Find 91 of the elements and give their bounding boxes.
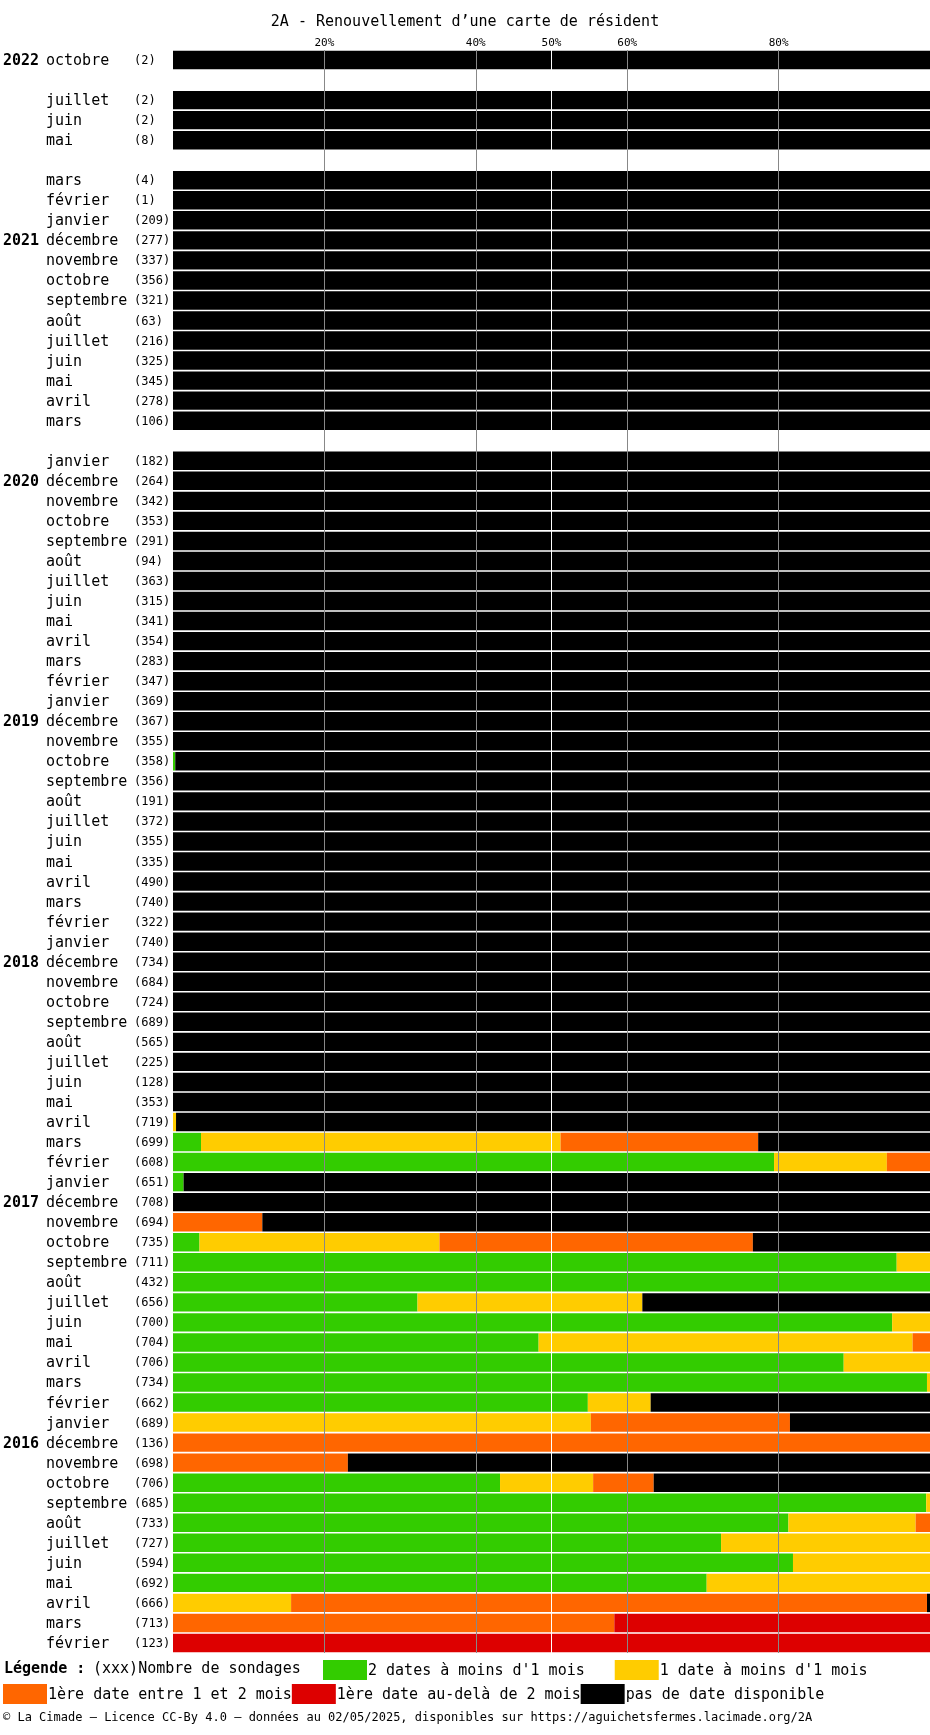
y-tick-label: 2018 décembre (734) [3,952,171,971]
legend-label: pas de date disponible [625,1685,825,1703]
category-label: juillet (372) [46,812,171,831]
legend-label: 1 date à moins d'1 mois [659,1661,868,1679]
y-tick-label: 2017 décembre (708) [3,1193,171,1212]
category-label: mars (699) [46,1133,171,1152]
category-label: juin (700) [46,1313,171,1332]
category-label: mars (4) [46,171,156,190]
category-label: octobre (353) [46,511,171,530]
category-label: avril (719) [46,1113,171,1132]
category-label: octobre (358) [46,752,171,771]
category-label: février (1) [46,191,156,210]
category-label: juillet (363) [46,571,171,590]
y-tick-label: novembre (698) [46,1453,171,1472]
y-tick-label: novembre (355) [46,732,171,751]
y-tick-label: 2019 décembre (367) [3,712,171,731]
legend-label: 1ère date entre 1 et 2 mois [48,1685,292,1703]
category-label: février (322) [46,912,171,931]
y-tick-label: 2020 décembre (264) [3,471,171,490]
y-tick-label: novembre (337) [46,251,171,270]
category-label: mai (8) [46,131,156,150]
category-label: octobre (735) [46,1233,171,1252]
category-label: mars (106) [46,411,171,430]
category-label: janvier (689) [46,1413,171,1432]
category-label: juillet (2) [46,91,156,110]
category-label: juin (594) [46,1553,171,1572]
category-label: juin (128) [46,1072,171,1091]
category-label: janvier (369) [46,692,171,711]
y-tick-label: septembre (689) [46,1012,171,1031]
category-label: 2022 octobre (2) [3,51,156,70]
category-label: janvier (740) [46,932,171,951]
category-label: juillet (225) [46,1052,171,1071]
legend-label: 1ère date au-delà de 2 mois [336,1685,581,1703]
category-label: juin (325) [46,351,171,370]
chart-title: 2A - Renouvellement d’une carte de résident [270,11,660,30]
category-label: août (733) [46,1513,171,1532]
category-label: avril (354) [46,632,171,651]
y-tick-label: novembre (694) [46,1213,171,1232]
category-label: février (608) [46,1153,171,1172]
category-label: juillet (656) [46,1293,171,1312]
category-label: février (123) [46,1633,171,1652]
category-label: avril (706) [46,1353,171,1372]
category-label: mars (283) [46,652,171,671]
category-label: janvier (651) [46,1173,171,1192]
category-label: janvier (209) [46,211,171,230]
category-label: mai (345) [46,371,171,390]
legend-label: 2 dates à moins d'1 mois [368,1661,585,1679]
category-label: avril (666) [46,1593,171,1612]
category-label: juillet (216) [46,331,171,350]
category-label: août (63) [46,311,163,330]
y-tick-label: septembre (321) [46,291,171,310]
y-tick-label: septembre (356) [46,772,171,791]
category-label: mars (713) [46,1613,171,1632]
category-label: juin (355) [46,832,171,851]
y-tick-label: septembre (711) [46,1253,171,1272]
category-label: juillet (727) [46,1533,171,1552]
legend-title: Légende : [4,1658,86,1677]
x-tick-label: 50% [541,36,562,49]
category-label: février (662) [46,1393,171,1412]
category-label: août (565) [46,1032,171,1051]
category-label: mai (692) [46,1573,171,1592]
category-label: mai (704) [46,1333,171,1352]
x-tick-label: 80% [768,36,789,49]
category-label: avril (490) [46,872,171,891]
category-label: mai (353) [46,1092,171,1111]
x-tick-label: 20% [314,36,335,49]
x-tick-label: 60% [617,36,638,49]
y-tick-label: septembre (685) [46,1493,171,1512]
category-label: août (432) [46,1273,171,1292]
category-label: octobre (724) [46,992,171,1011]
category-label: avril (278) [46,391,171,410]
category-label: octobre (706) [46,1473,171,1492]
y-tick-label: 2021 décembre (277) [3,231,171,250]
y-tick-label: septembre (291) [46,531,171,550]
x-tick-label: 40% [465,36,487,49]
category-label: mars (740) [46,892,171,911]
category-label: mai (341) [46,612,171,631]
text: © La Cimade — Licence CC-By 4.0 — données au 02/05/2025, disponibles sur https://aguichetsfermes.lacimade.org/2A [3,1710,813,1724]
category-label: août (94) [46,551,163,570]
category-label: juin (2) [46,111,156,130]
category-label: juin (315) [46,592,171,611]
y-tick-label: novembre (342) [46,491,171,510]
category-label: février (347) [46,672,171,691]
text: (xxx)Nombre de sondages [93,1658,301,1677]
y-tick-label: 2016 décembre (136) [3,1433,171,1452]
category-label: mars (734) [46,1373,171,1392]
category-label: mai (335) [46,852,171,871]
category-label: août (191) [46,792,171,811]
category-label: octobre (356) [46,271,171,290]
y-tick-label: novembre (684) [46,972,171,991]
category-label: janvier (182) [46,451,171,470]
